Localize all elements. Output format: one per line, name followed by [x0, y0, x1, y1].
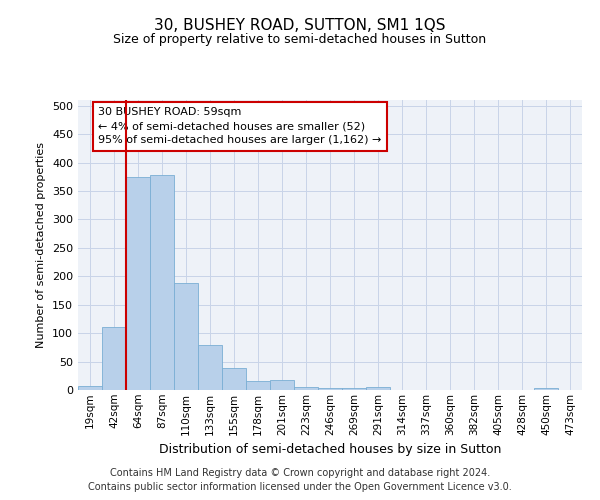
Text: Contains HM Land Registry data © Crown copyright and database right 2024.: Contains HM Land Registry data © Crown c… [110, 468, 490, 477]
Bar [198, 344, 222, 390]
Bar [102, 328, 126, 390]
Bar [366, 387, 390, 390]
Bar [222, 368, 246, 390]
Bar [246, 381, 270, 390]
Text: Contains public sector information licensed under the Open Government Licence v3: Contains public sector information licen… [88, 482, 512, 492]
Text: Size of property relative to semi-detached houses in Sutton: Size of property relative to semi-detach… [113, 32, 487, 46]
Bar [126, 177, 150, 390]
Bar [342, 388, 366, 390]
Bar [78, 386, 102, 390]
Bar [534, 388, 558, 390]
Bar [270, 380, 294, 390]
Y-axis label: Number of semi-detached properties: Number of semi-detached properties [37, 142, 46, 348]
Bar [294, 386, 318, 390]
Bar [318, 388, 342, 390]
X-axis label: Distribution of semi-detached houses by size in Sutton: Distribution of semi-detached houses by … [159, 443, 501, 456]
Bar [174, 283, 198, 390]
Text: 30 BUSHEY ROAD: 59sqm
← 4% of semi-detached houses are smaller (52)
95% of semi-: 30 BUSHEY ROAD: 59sqm ← 4% of semi-detac… [98, 108, 382, 146]
Text: 30, BUSHEY ROAD, SUTTON, SM1 1QS: 30, BUSHEY ROAD, SUTTON, SM1 1QS [154, 18, 446, 32]
Bar [150, 175, 174, 390]
